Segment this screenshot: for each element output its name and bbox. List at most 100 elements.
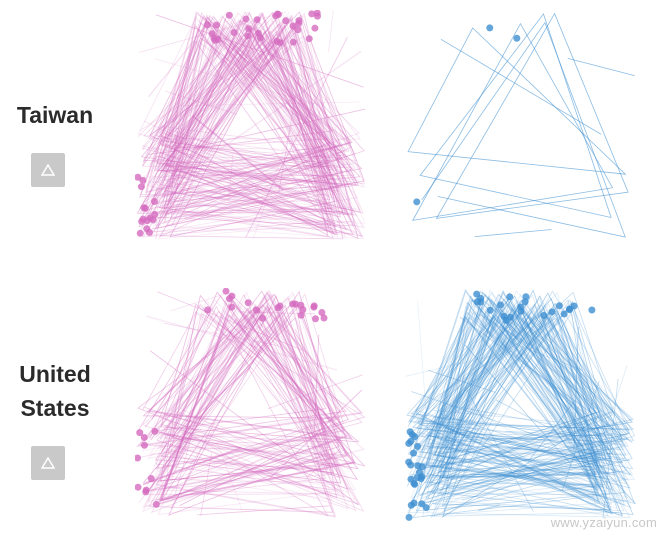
drawing-stroke	[478, 504, 500, 512]
drawing-stroke	[438, 314, 635, 468]
stroke-start-dot	[407, 501, 415, 509]
drawing-stroke	[155, 27, 328, 215]
drawing-stroke	[150, 293, 331, 514]
drawing-stroke	[155, 14, 364, 88]
stroke-start-dot	[313, 10, 321, 17]
stroke-start-dot	[407, 475, 415, 483]
us-shape-toggle-button[interactable]	[31, 446, 65, 480]
drawing-stroke	[138, 319, 327, 503]
drawing-stroke	[155, 11, 364, 214]
stroke-start-dot	[588, 306, 596, 314]
drawing-stroke	[167, 14, 331, 216]
drawing-stroke	[466, 389, 534, 512]
row-label-us-line2: States	[20, 395, 90, 421]
drawing-stroke	[432, 310, 632, 509]
drawing-stroke	[407, 300, 612, 505]
drawing-stroke	[141, 12, 360, 211]
row-label-us-line1: United	[19, 361, 91, 387]
drawing-stroke	[421, 299, 604, 440]
drawing-stroke	[573, 327, 579, 451]
watermark-text: www.yzaiyun.com	[550, 515, 657, 530]
stroke-start-dot	[136, 429, 144, 437]
drawing-stroke	[139, 31, 349, 216]
stroke-start-dot	[407, 461, 415, 469]
stroke-start-dot	[225, 11, 233, 19]
drawing-stroke	[180, 408, 343, 495]
drawing-stroke	[172, 293, 340, 444]
stroke-start-dot	[244, 32, 252, 40]
drawing-stroke	[444, 297, 628, 441]
us-pink-drawings-panel	[135, 288, 366, 518]
drawing-stroke	[146, 27, 341, 159]
drawing-stroke	[154, 24, 330, 226]
stroke-start-dot	[473, 298, 481, 306]
drawing-stroke	[409, 311, 613, 491]
drawing-stroke	[169, 32, 336, 238]
drawing-stroke	[168, 305, 365, 512]
stroke-start-dot	[305, 35, 313, 43]
drawing-stroke	[146, 304, 349, 493]
drawing-stroke	[146, 19, 331, 212]
drawing-stroke	[158, 310, 346, 498]
drawing-stroke	[136, 304, 364, 448]
drawing-stroke	[445, 317, 598, 494]
drawing-stroke	[435, 299, 599, 495]
stroke-start-dot	[308, 10, 316, 18]
drawing-stroke	[528, 399, 576, 462]
drawing-stroke	[433, 313, 603, 495]
drawing-stroke	[429, 316, 630, 486]
drawing-stroke	[442, 321, 536, 393]
drawing-stroke	[150, 35, 366, 185]
drawing-stroke	[422, 301, 625, 517]
taiwan-shape-toggle-button[interactable]	[31, 153, 65, 187]
stroke-start-dot	[497, 301, 505, 309]
drawing-stroke	[172, 366, 251, 438]
drawing-stroke	[165, 293, 344, 501]
drawing-stroke	[154, 29, 348, 231]
drawing-stroke	[164, 23, 329, 237]
drawing-stroke	[144, 11, 352, 194]
drawing-stroke	[165, 38, 361, 211]
drawing-stroke	[427, 304, 627, 456]
drawing-stroke	[411, 307, 624, 464]
drawing-stroke	[412, 315, 626, 519]
drawing-stroke	[416, 299, 605, 446]
drawing-stroke	[434, 305, 625, 512]
stroke-start-dot	[297, 311, 305, 319]
stroke-start-dot	[204, 306, 212, 314]
drawing-stroke	[170, 31, 341, 218]
drawing-stroke	[150, 19, 362, 140]
stroke-start-dot	[225, 295, 233, 303]
stroke-start-dot	[143, 217, 151, 225]
drawing-stroke	[160, 27, 330, 173]
drawing-stroke	[411, 391, 616, 464]
drawing-stroke	[157, 40, 342, 151]
drawing-stroke	[405, 401, 476, 435]
drawing-stroke	[142, 306, 357, 511]
drawing-stroke	[148, 314, 334, 513]
drawing-stroke	[407, 319, 636, 504]
drawing-stroke	[446, 309, 614, 490]
drawing-stroke	[409, 295, 613, 515]
stroke-start-dot	[272, 12, 280, 20]
stroke-start-dot	[311, 315, 319, 323]
drawing-stroke	[216, 440, 243, 510]
drawing-stroke	[139, 21, 336, 233]
drawing-stroke	[439, 304, 598, 511]
drawing-stroke	[147, 311, 349, 493]
drawing-stroke	[406, 315, 632, 476]
drawing-stroke	[159, 298, 356, 502]
drawing-stroke	[158, 313, 349, 503]
drawing-stroke	[407, 27, 627, 175]
drawing-stroke	[136, 16, 366, 224]
drawing-stroke	[414, 291, 604, 493]
drawing-stroke	[160, 19, 335, 235]
drawing-stroke	[408, 318, 599, 491]
drawing-stroke	[137, 17, 366, 188]
drawing-stroke	[410, 306, 609, 499]
drawing-stroke	[437, 316, 634, 470]
drawing-stroke	[443, 299, 610, 473]
drawing-stroke	[142, 293, 337, 419]
drawing-stroke	[137, 295, 330, 467]
drawing-stroke	[423, 305, 629, 470]
